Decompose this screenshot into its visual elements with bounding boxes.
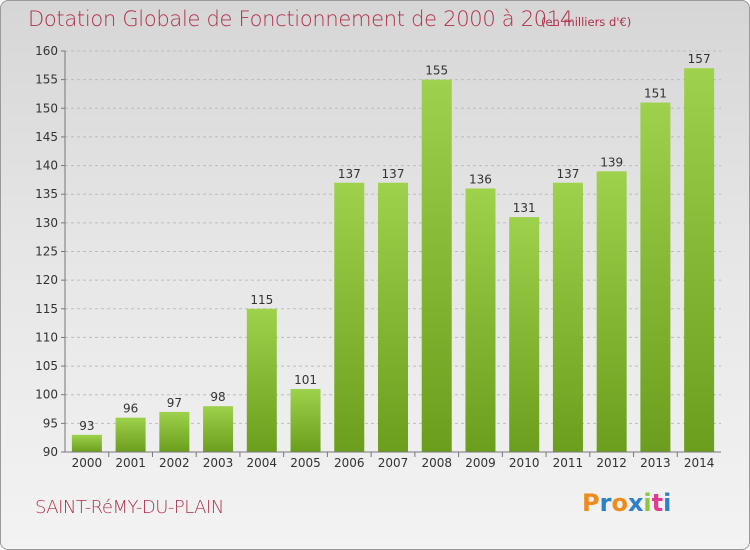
x-tick-label: 2008	[421, 456, 452, 470]
commune-name: SAINT-RéMY-DU-PLAIN	[35, 497, 224, 518]
y-tick-label: 115	[35, 302, 58, 316]
x-tick-label: 2011	[553, 456, 584, 470]
y-tick-label: 130	[35, 216, 58, 230]
bar	[246, 308, 277, 452]
bar-value-label: 93	[79, 419, 94, 433]
bar	[640, 102, 671, 453]
x-tick-label: 2014	[684, 456, 715, 470]
bar	[421, 79, 452, 453]
bar-value-label: 157	[688, 52, 711, 66]
chart-title: Dotation Globale de Fonctionnement de 20…	[28, 7, 573, 31]
x-tick-label: 2005	[290, 456, 321, 470]
logo-letter: i	[643, 489, 652, 517]
logo-letter: P	[582, 489, 600, 517]
bar	[71, 434, 102, 452]
y-tick-label: 95	[43, 416, 58, 430]
bar-value-label: 137	[338, 167, 361, 181]
y-tick-label: 160	[35, 44, 58, 58]
y-tick-label: 145	[35, 130, 58, 144]
logo-letter: o	[611, 489, 628, 517]
bar	[465, 188, 496, 452]
y-tick-label: 100	[35, 388, 58, 402]
bar	[290, 388, 321, 452]
bar-value-label: 137	[556, 167, 579, 181]
y-tick-label: 140	[35, 159, 58, 173]
bar	[552, 182, 583, 452]
y-tick-label: 120	[35, 273, 58, 287]
logo-letter: t	[651, 489, 664, 517]
bars: 93 96 97 98 115 101 137 137 155 136 131 137 139 151 15…	[71, 52, 715, 453]
bar	[334, 182, 365, 452]
bar	[509, 217, 540, 452]
bar-value-label: 139	[600, 155, 623, 169]
x-tick-label: 2009	[465, 456, 496, 470]
bar-value-label: 96	[123, 402, 138, 416]
logo-letter: x	[627, 489, 644, 517]
bar-value-label: 131	[513, 201, 536, 215]
x-tick-label: 2001	[115, 456, 146, 470]
x-tick-label: 2010	[509, 456, 540, 470]
bar-value-label: 101	[294, 373, 317, 387]
bar	[115, 417, 146, 452]
bar	[378, 182, 408, 452]
logo-letter: r	[599, 489, 612, 517]
x-tick-label: 2006	[334, 456, 365, 470]
bar-value-label: 136	[469, 172, 492, 186]
y-tick-label: 150	[35, 101, 58, 115]
bar-value-label: 115	[250, 293, 273, 307]
proxiti-logo[interactable]: Proxiti	[582, 489, 671, 517]
x-tick-label: 2012	[596, 456, 627, 470]
bar-value-label: 137	[382, 167, 405, 181]
axes: 90 95 100 105 110 115 120 125 130 135 140 145 150 155…	[35, 44, 721, 470]
bar-value-label: 151	[644, 87, 667, 101]
y-tick-label: 90	[43, 445, 58, 459]
y-tick-label: 105	[35, 359, 58, 373]
x-tick-label: 2007	[378, 456, 409, 470]
y-tick-label: 110	[35, 330, 58, 344]
y-tick-label: 135	[35, 187, 58, 201]
bar	[159, 411, 190, 452]
logo-letter: i	[663, 489, 672, 517]
bar	[684, 68, 715, 452]
chart-subtitle: (en milliers d'€)	[541, 15, 632, 29]
bar-value-label: 155	[425, 64, 448, 78]
y-tick-label: 125	[35, 245, 58, 259]
bar-value-label: 97	[167, 396, 182, 410]
x-tick-label: 2000	[72, 456, 103, 470]
x-tick-label: 2002	[159, 456, 190, 470]
bar	[203, 406, 234, 452]
bar-value-label: 98	[210, 390, 225, 404]
x-tick-label: 2003	[203, 456, 234, 470]
y-tick-label: 155	[35, 73, 58, 87]
bar	[596, 171, 627, 453]
x-tick-label: 2013	[640, 456, 671, 470]
x-tick-label: 2004	[247, 456, 278, 470]
